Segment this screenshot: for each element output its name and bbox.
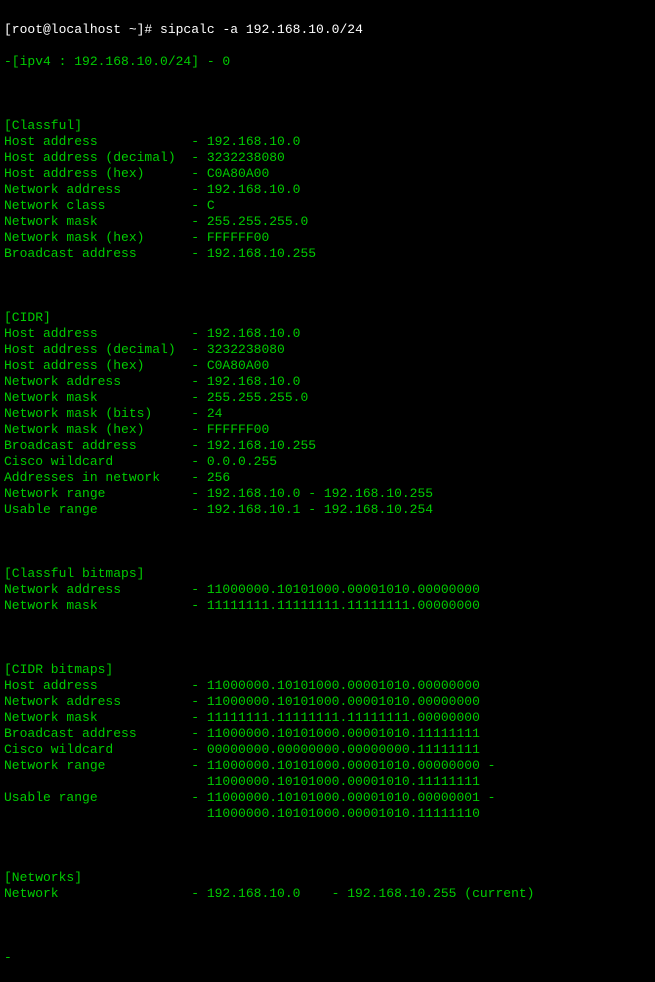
section-title: [CIDR bitmaps] — [4, 662, 651, 678]
output-row: Network mask - 255.255.255.0 — [4, 390, 651, 406]
output-row: Host address - 11000000.10101000.0000101… — [4, 678, 651, 694]
output-row: Host address (decimal) - 3232238080 — [4, 342, 651, 358]
blank-line — [4, 534, 651, 550]
output-row: Broadcast address - 192.168.10.255 — [4, 246, 651, 262]
output-row: Network mask - 11111111.11111111.1111111… — [4, 598, 651, 614]
output-row: Network address - 11000000.10101000.0000… — [4, 582, 651, 598]
output-row: Broadcast address - 192.168.10.255 — [4, 438, 651, 454]
blank-line — [4, 278, 651, 294]
trailer-line: - — [4, 950, 651, 966]
blank-line — [4, 838, 651, 854]
output-row: Host address - 192.168.10.0 — [4, 134, 651, 150]
output-row: Cisco wildcard - 00000000.00000000.00000… — [4, 742, 651, 758]
section-cidr: [CIDR]Host address - 192.168.10.0Host ad… — [4, 310, 651, 518]
section-classful: [Classful]Host address - 192.168.10.0Hos… — [4, 118, 651, 262]
output-row: 11000000.10101000.00001010.11111111 — [4, 774, 651, 790]
prompt-line: [root@localhost ~]# sipcalc -a 192.168.1… — [4, 22, 651, 38]
output-row: Host address (hex) - C0A80A00 — [4, 166, 651, 182]
section-title: [Networks] — [4, 870, 651, 886]
blank-line — [4, 918, 651, 934]
output-row: Network address - 11000000.10101000.0000… — [4, 694, 651, 710]
output-row: Host address (hex) - C0A80A00 — [4, 358, 651, 374]
output-row: Network range - 11000000.10101000.000010… — [4, 758, 651, 774]
section-classful-bitmaps: [Classful bitmaps]Network address - 1100… — [4, 566, 651, 614]
output-row: Network - 192.168.10.0 - 192.168.10.255 … — [4, 886, 651, 902]
output-row: Network mask (hex) - FFFFFF00 — [4, 230, 651, 246]
blank-line — [4, 86, 651, 102]
output-row: 11000000.10101000.00001010.11111110 — [4, 806, 651, 822]
terminal-output: [root@localhost ~]# sipcalc -a 192.168.1… — [4, 6, 651, 982]
output-row: Network mask - 255.255.255.0 — [4, 214, 651, 230]
section-title: [Classful] — [4, 118, 651, 134]
output-row: Host address (decimal) - 3232238080 — [4, 150, 651, 166]
output-row: Network mask (hex) - FFFFFF00 — [4, 422, 651, 438]
output-row: Usable range - 11000000.10101000.0000101… — [4, 790, 651, 806]
section-title: [CIDR] — [4, 310, 651, 326]
output-row: Usable range - 192.168.10.1 - 192.168.10… — [4, 502, 651, 518]
output-row: Network address - 192.168.10.0 — [4, 182, 651, 198]
output-row: Network address - 192.168.10.0 — [4, 374, 651, 390]
header-line: -[ipv4 : 192.168.10.0/24] - 0 — [4, 54, 651, 70]
output-row: Network class - C — [4, 198, 651, 214]
prompt-prefix: [root@localhost ~]# — [4, 22, 160, 37]
output-row: Network mask - 11111111.11111111.1111111… — [4, 710, 651, 726]
section-title: [Classful bitmaps] — [4, 566, 651, 582]
output-row: Cisco wildcard - 0.0.0.255 — [4, 454, 651, 470]
output-row: Addresses in network - 256 — [4, 470, 651, 486]
output-row: Network mask (bits) - 24 — [4, 406, 651, 422]
blank-line — [4, 630, 651, 646]
output-row: Network range - 192.168.10.0 - 192.168.1… — [4, 486, 651, 502]
output-row: Broadcast address - 11000000.10101000.00… — [4, 726, 651, 742]
section-cidr-bitmaps: [CIDR bitmaps]Host address - 11000000.10… — [4, 662, 651, 822]
output-row: Host address - 192.168.10.0 — [4, 326, 651, 342]
command-text: sipcalc -a 192.168.10.0/24 — [160, 22, 363, 37]
section-networks: [Networks]Network - 192.168.10.0 - 192.1… — [4, 870, 651, 902]
